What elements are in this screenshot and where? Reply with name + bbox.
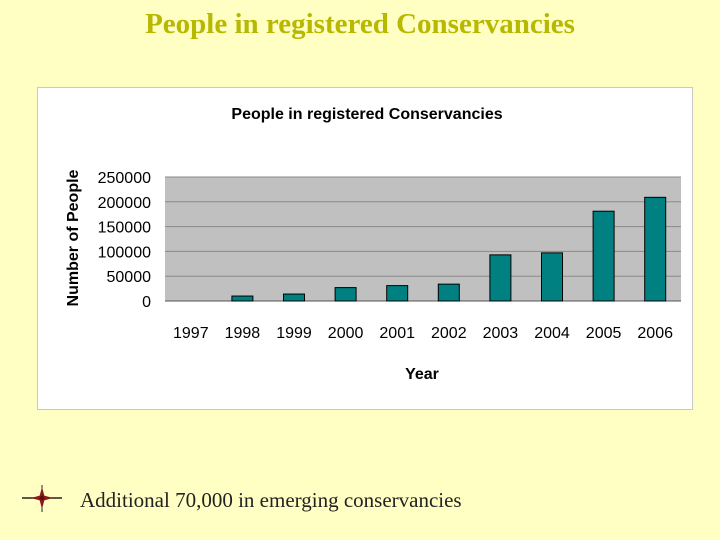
x-tick-label: 2005 <box>586 325 622 342</box>
bar-1998 <box>231 295 254 302</box>
y-tick-label: 50000 <box>107 269 152 286</box>
x-tick-label: 2006 <box>637 325 673 342</box>
x-tick-label: 2003 <box>483 325 519 342</box>
x-tick-label: 1997 <box>173 325 209 342</box>
bar-2002 <box>437 283 460 302</box>
bar-2003 <box>489 254 512 302</box>
slide-title: People in registered Conservancies <box>145 8 575 40</box>
bar-2004 <box>541 252 563 302</box>
y-tick-label: 0 <box>142 294 151 311</box>
bar-2001 <box>386 285 409 302</box>
x-tick-label: 2000 <box>328 325 364 342</box>
y-axis-label: Number of People <box>65 169 82 306</box>
bar-2006 <box>644 196 667 302</box>
bar-1999 <box>283 293 305 302</box>
x-tick-label: 1999 <box>276 325 312 342</box>
y-tick-label: 150000 <box>98 220 151 237</box>
chart-panel: People in registered Conservancies Numbe… <box>37 87 693 410</box>
y-tick-label: 100000 <box>98 244 151 261</box>
bullet-text: Additional 70,000 in emerging conservanc… <box>80 488 462 512</box>
bar-chart: People in registered Conservancies Numbe… <box>65 106 681 383</box>
x-tick-label: 2004 <box>534 325 570 342</box>
y-tick-label: 200000 <box>98 195 151 212</box>
bar-2000 <box>334 287 357 302</box>
x-tick-label: 1998 <box>225 325 261 342</box>
x-axis-label: Year <box>405 366 439 383</box>
compass-star-icon <box>22 485 62 512</box>
y-tick-label: 250000 <box>98 170 151 187</box>
bar-2005 <box>592 210 615 302</box>
x-tick-label: 2002 <box>431 325 467 342</box>
x-tick-label: 2001 <box>379 325 415 342</box>
chart-title: People in registered Conservancies <box>231 106 502 123</box>
plot-area: 0 50000 100000 150000 200000 250000 1997 1998 19… <box>98 170 681 342</box>
